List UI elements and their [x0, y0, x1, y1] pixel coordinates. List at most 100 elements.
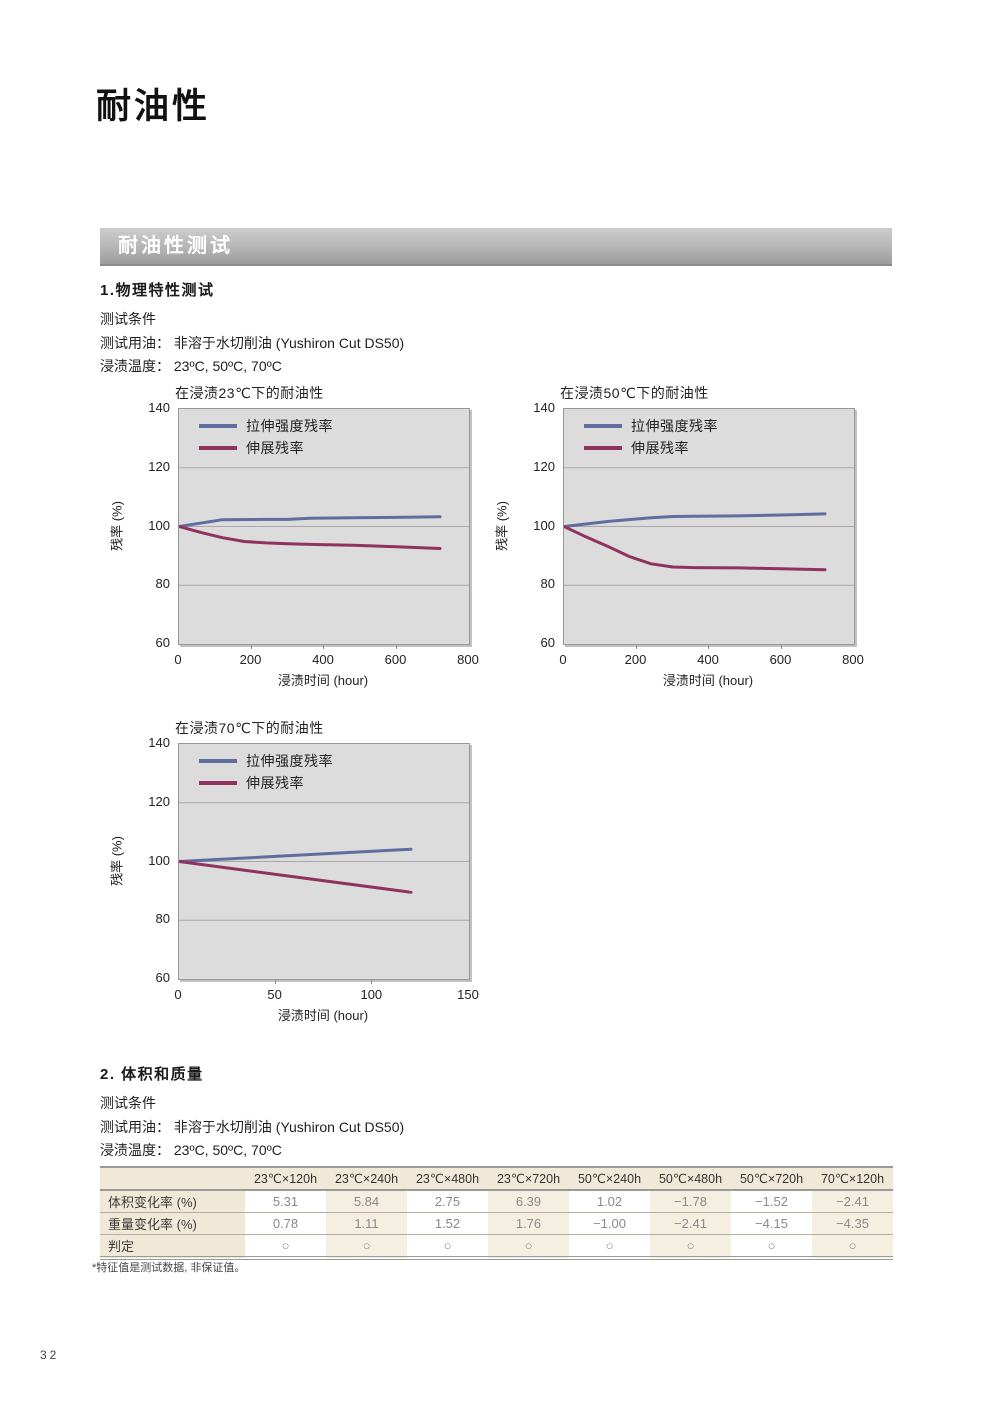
x-tick-label: 150	[457, 987, 479, 1002]
y-tick-label: 140	[533, 400, 555, 415]
legend-item: 伸展残率	[199, 772, 333, 794]
x-axis-label: 浸渍时间 (hour)	[662, 673, 754, 688]
series-line	[177, 515, 442, 528]
x-tick-mark	[274, 980, 276, 984]
immersion-temperature-line: 浸渍温度： 23ºC, 50ºC, 70ºC	[100, 358, 282, 374]
column-header: 23℃×720h	[488, 1167, 569, 1191]
x-tick-label: 200	[239, 652, 262, 667]
test-conditions-label: 测试条件	[100, 311, 156, 327]
table-cell: ○	[767, 1238, 776, 1253]
chart-oil-resistance-23c: 在浸渍23℃下的耐油性 残率 (%) 拉伸强度残率 伸展残率 60 80 100 120 140…	[100, 383, 490, 695]
y-tick-label: 60	[155, 970, 170, 985]
footnote: *特征值是测试数据, 非保证值。	[92, 1262, 246, 1274]
x-tick-label: 0	[174, 652, 182, 667]
test-conditions-label: 测试条件	[100, 1095, 156, 1111]
series-line	[177, 525, 442, 550]
legend-label: 伸展残率	[246, 440, 304, 456]
legend-item: 拉伸强度残率	[199, 415, 333, 437]
plot-area: 拉伸强度残率 伸展残率	[562, 408, 855, 645]
series-line	[177, 860, 413, 894]
table-cell: −2.41	[812, 1190, 893, 1213]
x-tick-mark	[635, 645, 637, 649]
x-tick-label: 100	[360, 987, 383, 1002]
table-cell: −1.00	[569, 1212, 650, 1235]
x-tick-label: 400	[697, 652, 719, 667]
section1-heading: 1.物理特性测试	[100, 282, 215, 299]
table-cell: 5.84	[326, 1190, 407, 1213]
table-cell: ○	[326, 1234, 407, 1258]
legend-item: 拉伸强度残率	[199, 750, 333, 772]
table-cell: ○	[281, 1238, 290, 1253]
volume-mass-table: 23℃×120h 23℃×240h 23℃×480h 23℃×720h 50℃×240h…	[100, 1166, 893, 1260]
legend-label: 伸展残率	[631, 440, 689, 456]
legend-label: 拉伸强度残率	[246, 418, 333, 434]
y-tick-label: 100	[148, 517, 170, 533]
legend-line-swatch	[584, 446, 622, 450]
section1-conditions: 1.物理特性测试 测试条件 测试用油： 非溶于水切削油 (Yushiron Cu…	[100, 279, 404, 379]
table-cell: ○	[443, 1238, 452, 1253]
table-cell: ○	[605, 1238, 614, 1253]
y-tick-label: 80	[155, 911, 170, 927]
x-tick-label: 50	[267, 987, 282, 1002]
plot-area: 拉伸强度残率 伸展残率	[177, 408, 470, 645]
legend-line-swatch	[199, 759, 237, 763]
table-cell: 0.78	[245, 1212, 326, 1235]
legend-item: 拉伸强度残率	[584, 415, 718, 437]
column-header: 23℃×480h	[407, 1167, 488, 1191]
y-tick-label: 60	[155, 635, 170, 650]
section-header-label: 耐油性测试	[118, 235, 233, 257]
chart-title: 在浸渍50℃下的耐油性	[560, 385, 709, 401]
series-line	[562, 512, 827, 528]
series-line	[177, 847, 413, 863]
legend-item: 伸展残率	[584, 437, 718, 459]
table-header-row: 23℃×120h 23℃×240h 23℃×480h 23℃×720h 50℃×240h…	[100, 1167, 893, 1191]
x-tick-mark	[395, 645, 397, 649]
row-label: 重量变化率 (%)	[100, 1212, 245, 1235]
table-cell: ○	[650, 1234, 731, 1258]
table-cell: −2.41	[650, 1212, 731, 1235]
x-tick-label: 0	[174, 987, 182, 1002]
row-label: 体积变化率 (%)	[100, 1190, 245, 1213]
legend-line-swatch	[199, 781, 237, 785]
chart-canvas	[562, 467, 854, 586]
x-tick-label: 600	[769, 652, 792, 667]
y-tick-label: 100	[533, 517, 555, 533]
column-header: 23℃×240h	[326, 1167, 407, 1191]
section2-heading: 2. 体积和质量	[100, 1066, 204, 1083]
test-oil-line: 测试用油： 非溶于水切削油 (Yushiron Cut DS50)	[100, 1118, 405, 1135]
table-cell: −4.35	[812, 1212, 893, 1235]
table-cell: 1.02	[569, 1190, 650, 1213]
y-axis-label: 残率 (%)	[109, 835, 125, 886]
series-line	[562, 525, 827, 572]
plot-area: 拉伸强度残率 伸展残率	[177, 743, 470, 980]
section-header-bar: 耐油性测试	[100, 228, 892, 266]
legend: 拉伸强度残率 伸展残率	[199, 415, 333, 459]
test-oil-line: 测试用油： 非溶于水切削油 (Yushiron Cut DS50)	[100, 334, 405, 351]
y-tick-label: 120	[533, 458, 555, 474]
legend-label: 拉伸强度残率	[631, 418, 718, 434]
y-tick-label: 140	[148, 400, 170, 415]
y-axis-label: 残率 (%)	[494, 500, 510, 551]
y-tick-label: 120	[148, 793, 170, 809]
y-tick-label: 80	[155, 576, 170, 592]
x-tick-label: 800	[842, 652, 864, 667]
page-number: 32	[40, 1348, 60, 1362]
legend-line-swatch	[199, 446, 237, 450]
y-axis-label: 残率 (%)	[109, 500, 125, 551]
table-cell: 1.76	[488, 1212, 569, 1235]
x-tick-label: 800	[457, 652, 479, 667]
x-tick-mark	[371, 980, 373, 984]
row-label: 判定	[100, 1234, 245, 1258]
chart-title: 在浸渍70℃下的耐油性	[175, 720, 324, 736]
table-row: 判定 ○ ○ ○ ○ ○ ○ ○ ○	[100, 1234, 893, 1258]
table-cell: 2.75	[407, 1190, 488, 1213]
table-cell: 1.52	[407, 1212, 488, 1235]
table-cell: 1.11	[326, 1212, 407, 1235]
table-row: 体积变化率 (%) 5.31 5.84 2.75 6.39 1.02 −1.78 −1.52−…	[100, 1190, 893, 1213]
x-tick-mark	[323, 645, 324, 649]
legend: 拉伸强度残率 伸展残率	[584, 415, 718, 459]
page-title: 耐油性	[96, 87, 211, 126]
x-tick-label: 600	[384, 652, 407, 667]
x-tick-label: 200	[624, 652, 647, 667]
